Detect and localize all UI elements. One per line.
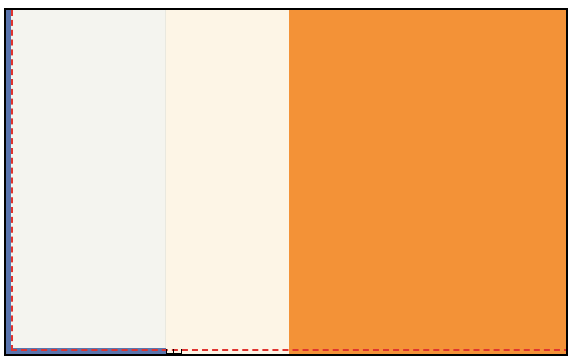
- left-accent-strip: [6, 10, 11, 354]
- cream-panel: [166, 10, 289, 354]
- dashed-guide-left: [11, 10, 13, 351]
- dashed-guide-bottom: [11, 349, 566, 351]
- ruler-tick-icon: [173, 349, 174, 354]
- light-panel: [11, 10, 166, 354]
- ruler-tick-icon: [166, 349, 167, 354]
- canvas-frame: [4, 8, 568, 356]
- ruler-tick-icon: [166, 353, 182, 354]
- bottom-accent-strip: [6, 348, 166, 354]
- orange-panel: [289, 10, 566, 354]
- ruler-tick-icon: [181, 349, 182, 354]
